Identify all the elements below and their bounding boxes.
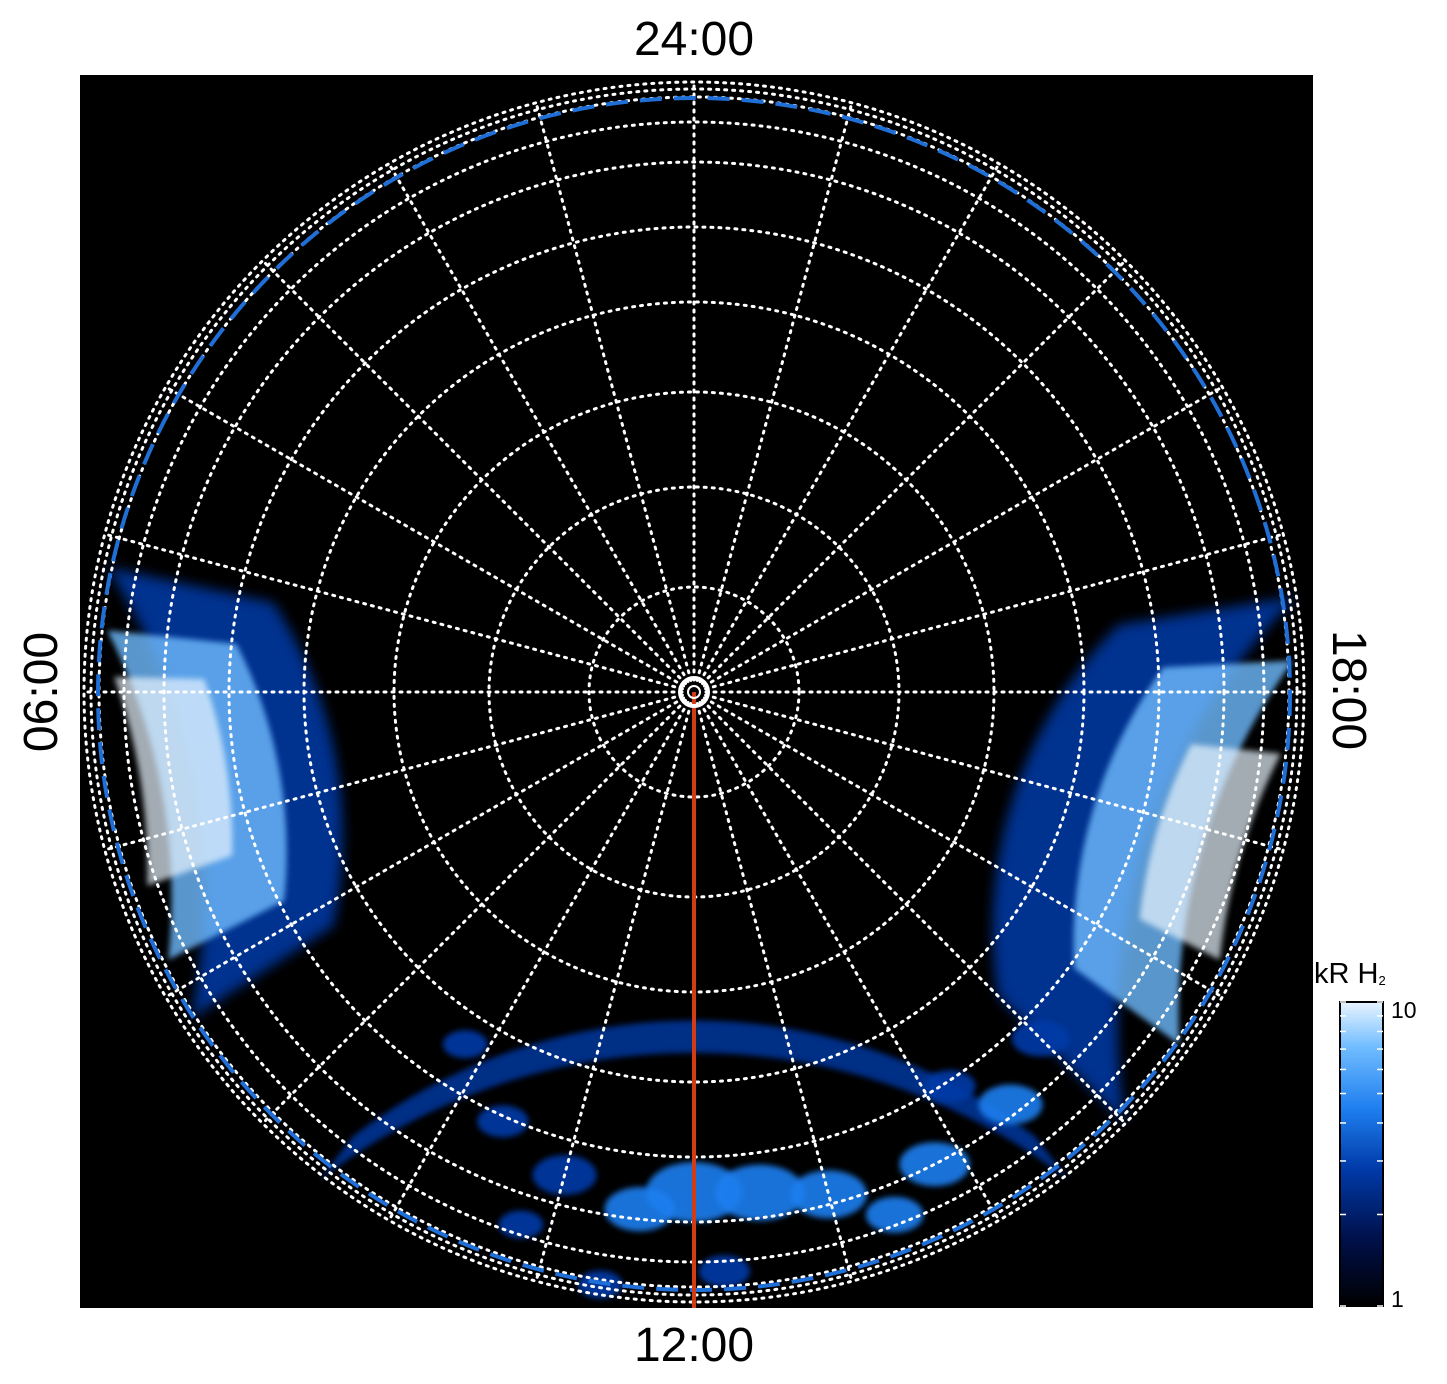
meridian-line [702, 385, 1224, 688]
meridian-line [387, 162, 690, 684]
pole-marker-outer [678, 676, 710, 708]
meridian-line [702, 696, 1224, 999]
overlays [96, 96, 1292, 1308]
emission-dawn-core [114, 676, 233, 886]
polar-grid [82, 80, 1306, 1304]
local-time-label-right: 18:00 [1322, 629, 1375, 751]
emission-patch [790, 1170, 867, 1219]
emission-dusk-core [1139, 744, 1281, 960]
emission-patch [1011, 1020, 1070, 1057]
emission-dayside-rim [319, 1020, 1069, 1180]
emission-patch [715, 1164, 805, 1221]
colorbar-title-subscript: 2 [1378, 973, 1386, 988]
emission-patch [865, 1196, 924, 1233]
emission-patch [442, 1030, 488, 1059]
colorbar-gradient [1339, 1001, 1384, 1307]
meridian-line [387, 700, 690, 1222]
meridian-line [164, 385, 686, 688]
meridian-line [534, 702, 693, 1283]
meridian-line [164, 696, 686, 999]
colorbar-title-text: kR H [1314, 958, 1379, 990]
colorbar-min-label: 1 [1391, 1286, 1404, 1312]
emission-dusk-outer [992, 596, 1297, 1124]
colorbar-minor-ticks [1340, 1001, 1383, 1307]
local-time-label-bottom: 12:00 [633, 1319, 755, 1372]
meridian-line [103, 693, 684, 852]
emission-patch [604, 1187, 675, 1232]
latitude-circle [587, 585, 801, 799]
pole-marker-inner [687, 685, 701, 699]
meridian-line [103, 532, 684, 691]
meridian-line [704, 693, 1285, 852]
colorbar [1339, 1001, 1384, 1307]
local-time-label-left: 06:00 [15, 631, 68, 753]
meridian-line [704, 532, 1285, 691]
meridian-line [261, 698, 688, 1125]
latitude-circle [82, 80, 1306, 1304]
meridian-line [695, 702, 854, 1283]
local-time-label-top: 24:00 [633, 13, 755, 66]
meridian-line [695, 101, 854, 682]
emission-patch [698, 1255, 750, 1288]
meridian-line [700, 259, 1127, 686]
meridian-line [698, 162, 1001, 684]
emission-patch [924, 1070, 976, 1103]
colorbar-title: kR H2 [1314, 958, 1386, 991]
meridian-line [700, 698, 1127, 1125]
auroral-emission [107, 567, 1297, 1299]
colorbar-max-label: 10 [1391, 997, 1417, 1023]
meridian-line [261, 259, 688, 686]
emission-patch [477, 1105, 529, 1138]
meridian-line [534, 101, 693, 682]
emission-patch [978, 1084, 1043, 1125]
meridian-line [698, 700, 1001, 1222]
